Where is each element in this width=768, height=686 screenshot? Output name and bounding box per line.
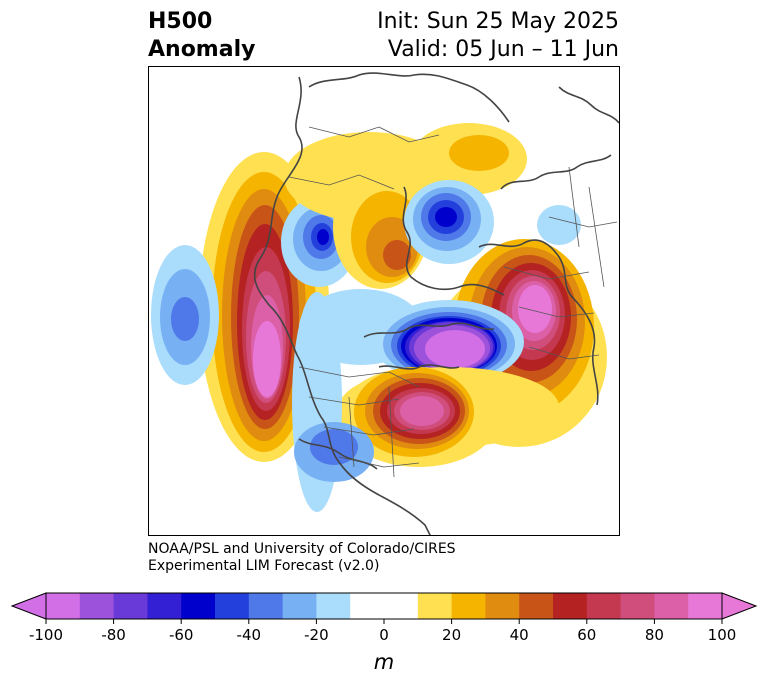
colorbar-tick-label: 40 [509,626,529,644]
colorbar-min-extend [10,592,47,620]
init-date: Init: Sun 25 May 2025 [377,9,619,34]
anomaly-map [148,66,620,536]
anomaly-northwest-negative [281,197,357,287]
colorbar-segment [620,593,655,619]
credits-line-1: NOAA/PSL and University of Colorado/CIRE… [148,541,456,557]
anomaly-far-west-negative [151,245,219,385]
colorbar-segment [350,593,385,619]
colorbar-segment [553,593,588,619]
credits-line-2: Experimental LIM Forecast (v2.0) [148,558,380,574]
colorbar-segment [46,593,81,619]
colorbar-segment [586,593,622,619]
title-line-1: H500 [148,9,213,34]
colorbar-segment [113,593,148,619]
colorbar-tick-label: -100 [28,626,64,644]
colorbar-segment [79,593,115,619]
map-title: H500 Anomaly [148,8,255,64]
colorbar-tick-label: 80 [644,626,664,644]
colorbar-segment [181,593,216,619]
colorbar-tick-label: 60 [577,626,597,644]
colorbar-tick-label: 20 [442,626,462,644]
borders [288,126,618,478]
colorbar-segment [451,593,486,619]
map-canvas [151,72,619,535]
colorbar-segment [215,593,250,619]
credits: NOAA/PSL and University of Colorado/CIRE… [148,541,456,575]
anomaly-kara-negative [404,180,581,264]
forecast-info: Init: Sun 25 May 2025 Valid: 05 Jun – 11… [377,8,619,64]
colorbar-segment [485,593,520,619]
colorbar-segment [147,593,182,619]
valid-range: Valid: 05 Jun – 11 Jun [387,37,619,62]
anomaly-north-positive [284,123,527,289]
coastlines [253,72,619,535]
colorbar-segment [688,593,723,619]
colorbar-segment [248,593,284,619]
colorbar-tick-label: -60 [168,626,194,644]
anomaly-lower-positive [339,367,559,467]
colorbar-tick-label: -20 [304,626,329,644]
colorbar-segment [519,593,554,619]
colorbar-segment [384,593,419,619]
anomaly-center-negative [299,289,524,384]
colorbar-unit: m [373,650,395,674]
colorbar-tick-label: -80 [101,626,126,644]
title-line-2: Anomaly [148,37,256,62]
anomaly-west-pacific-positive [199,152,329,462]
colorbar-segment [654,593,689,619]
colorbar [10,592,758,624]
colorbar-segment [282,593,317,619]
colorbar-tick-label: -40 [236,626,262,644]
colorbar-max-extend [721,592,758,620]
colorbar-tick-label: 0 [379,626,389,644]
colorbar-segment [316,593,351,619]
colorbar-tick-label: 100 [707,626,737,644]
colorbar-segment [417,593,453,619]
